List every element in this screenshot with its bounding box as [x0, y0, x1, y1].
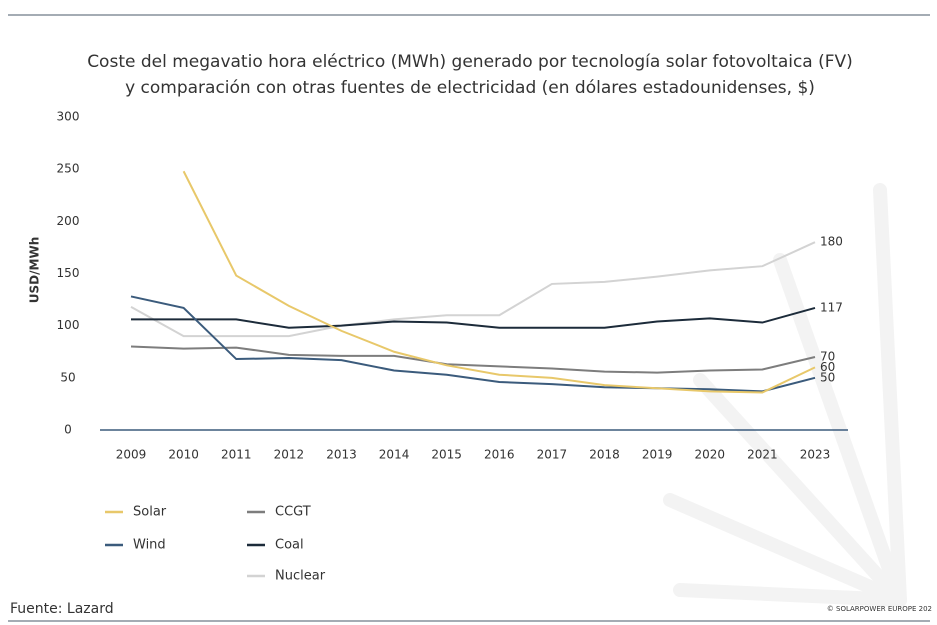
credit: © SOLARPOWER EUROPE 202: [827, 605, 932, 613]
x-tick-label: 2017: [537, 448, 568, 462]
end-label: 50: [820, 370, 835, 384]
end-label: 60: [820, 360, 835, 374]
x-tick-label: 2012: [274, 448, 305, 462]
chart-subtitle: y comparación con otras fuentes de elect…: [125, 78, 815, 98]
series-line: [182, 170, 816, 394]
y-tick-label: 150: [57, 266, 80, 280]
series-line: [130, 295, 816, 393]
y-tick-label: 300: [57, 110, 80, 124]
x-tick-label: 2011: [221, 448, 252, 462]
y-tick-label: 250: [57, 162, 80, 176]
x-tick-label: 2009: [116, 448, 147, 462]
series-line: [130, 345, 816, 374]
y-tick-label: 200: [57, 214, 80, 228]
x-tick-label: 2014: [379, 448, 410, 462]
x-tick-label: 2013: [326, 448, 357, 462]
series-line: [131, 306, 816, 329]
end-label: 180: [820, 235, 843, 249]
x-tick-label: 2015: [431, 448, 462, 462]
legend-label: Wind: [133, 538, 166, 553]
series-line: [130, 241, 816, 338]
chart-title: Coste del megavatio hora eléctrico (MWh)…: [87, 52, 853, 72]
x-tick-label: 2020: [694, 448, 725, 462]
end-label: 117: [820, 300, 843, 314]
legend-label: Coal: [275, 538, 304, 553]
x-tick-label: 2018: [589, 448, 620, 462]
y-axis-title: USD/MWh: [28, 237, 42, 303]
legend-label: Nuclear: [275, 569, 326, 584]
x-tick-label: 2023: [800, 448, 831, 462]
x-tick-label: 2021: [747, 448, 778, 462]
x-tick-label: 2019: [642, 448, 673, 462]
legend-label: CCGT: [275, 505, 311, 520]
source: Fuente: Lazard: [10, 601, 114, 617]
y-tick-label: 50: [60, 370, 75, 384]
x-tick-label: 2010: [168, 448, 199, 462]
end-label: 70: [820, 349, 835, 363]
legend-label: Solar: [133, 505, 167, 520]
y-tick-label: 0: [64, 423, 72, 437]
decoration: [663, 183, 907, 607]
x-tick-label: 2016: [484, 448, 515, 462]
y-tick-label: 100: [57, 318, 80, 332]
